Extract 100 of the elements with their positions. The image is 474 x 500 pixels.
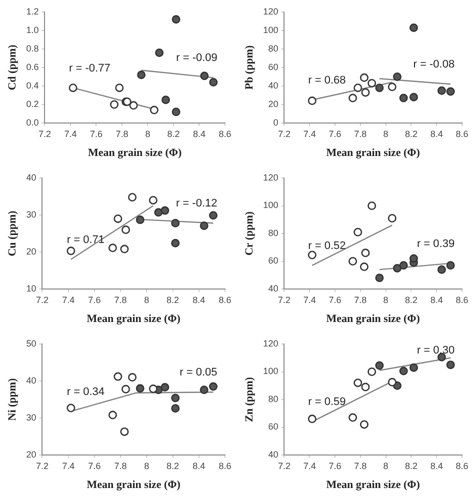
y-tick-label: 40	[268, 283, 278, 294]
y-tick-label: 20	[26, 449, 36, 460]
x-tick-label: 8.4	[192, 460, 206, 471]
x-tick-label: 8.6	[456, 294, 468, 305]
x-tick-label: 7.6	[328, 460, 342, 471]
x-tick-label: 7.4	[62, 460, 75, 471]
x-tick-label: 8	[145, 128, 150, 139]
annotation: r = 0.05	[180, 366, 218, 379]
x-tick-label: 8.4	[430, 128, 443, 139]
x-axis-title: Mean grain size (Φ)	[326, 479, 420, 492]
y-tick-label: 10	[26, 283, 36, 294]
y-axis-title: Cu (ppm)	[6, 210, 18, 256]
x-tick-label: 8.6	[218, 128, 232, 139]
y-tick-label: 0.2	[26, 98, 39, 109]
annotation: r = 0.39	[416, 238, 455, 250]
x-tick-label: 7.8	[354, 460, 367, 471]
x-tick-label: 7.6	[90, 128, 102, 139]
x-axis-title: Mean grain size (Φ)	[326, 313, 420, 326]
x-tick-label: 7.6	[328, 294, 342, 305]
y-tick-label: 60	[268, 62, 278, 72]
x-tick-label: 7.6	[88, 460, 101, 471]
x-tick-label: 8	[144, 294, 150, 305]
x-tick-label: 8.4	[430, 294, 443, 305]
y-axis-title: Zn (ppm)	[243, 376, 256, 422]
annotation: r = -0.08	[413, 58, 455, 71]
y-tick-label: 0.0	[26, 117, 39, 128]
x-tick-label: 8.6	[456, 128, 468, 139]
x-tick-label: 8.4	[430, 460, 443, 471]
x-tick-label: 7.2	[278, 128, 290, 139]
y-tick-label: 50	[26, 338, 36, 348]
y-axis-title: Cr (ppm)	[243, 211, 256, 256]
x-tick-label: 8.2	[404, 460, 418, 471]
x-tick-label: 8.6	[218, 460, 232, 471]
x-tick-label: 8	[383, 128, 388, 139]
x-tick-label: 8	[144, 460, 150, 471]
x-tick-label: 8.4	[192, 128, 206, 139]
x-tick-label: 8.2	[166, 460, 180, 471]
x-tick-label: 7.6	[88, 294, 101, 305]
x-tick-label: 7.8	[114, 460, 127, 471]
y-tick-label: 0.8	[26, 43, 39, 54]
y-tick-label: 40	[26, 375, 36, 386]
x-tick-label: 7.4	[303, 128, 316, 139]
x-tick-label: 8.2	[166, 294, 180, 305]
annotation: r = -0.12	[176, 198, 218, 210]
annotation: r = 0.59	[308, 396, 346, 408]
y-tick-label: 30	[26, 209, 36, 220]
y-axis-title: Cd (ppm)	[6, 44, 18, 90]
y-tick-label: 120	[263, 172, 278, 182]
y-tick-label: 100	[263, 200, 278, 210]
annotation: r = 0.68	[308, 74, 346, 86]
x-tick-label: 8.2	[167, 128, 180, 139]
y-axis-title: Pb (ppm)	[243, 45, 256, 90]
x-tick-label: 8.4	[192, 294, 206, 305]
x-tick-label: 7.6	[328, 128, 342, 139]
y-tick-label: 40	[268, 80, 278, 90]
y-tick-label: 20	[26, 246, 36, 256]
x-tick-label: 7.2	[278, 294, 290, 305]
x-tick-label: 7.4	[64, 128, 77, 139]
y-tick-label: 1.0	[26, 24, 39, 35]
x-axis-title: Mean grain size (Φ)	[86, 479, 181, 492]
x-axis-title: Mean grain size (Φ)	[88, 147, 182, 160]
annotation: r = 0.30	[416, 344, 455, 357]
annotation: r = -0.77	[69, 62, 110, 74]
x-tick-label: 7.8	[354, 294, 367, 305]
y-tick-label: 0.6	[26, 62, 39, 72]
x-tick-label: 7.2	[36, 460, 48, 471]
x-tick-label: 7.2	[36, 294, 48, 305]
x-tick-label: 8.2	[404, 128, 418, 139]
y-tick-label: 80	[268, 394, 278, 404]
y-tick-label: 0	[273, 117, 278, 128]
x-tick-label: 7.4	[303, 294, 316, 305]
annotation: r = 0.34	[66, 386, 105, 398]
y-tick-label: 100	[263, 366, 278, 376]
y-tick-label: 20	[268, 98, 278, 109]
y-tick-label: 1.2	[26, 6, 39, 16]
x-tick-label: 7.4	[303, 460, 316, 471]
x-tick-label: 8	[383, 460, 388, 471]
y-tick-label: 30	[26, 412, 36, 422]
y-tick-label: 40	[268, 449, 278, 460]
y-tick-label: 0.4	[26, 80, 39, 90]
y-tick-label: 80	[268, 228, 278, 238]
y-tick-label: 80	[268, 43, 278, 54]
y-axis-title: Ni (ppm)	[6, 378, 18, 421]
x-tick-label: 7.2	[278, 460, 290, 471]
x-tick-label: 8.6	[456, 460, 468, 471]
x-axis-title: Mean grain size (Φ)	[326, 147, 420, 160]
y-tick-label: 100	[263, 24, 278, 35]
x-tick-label: 7.8	[114, 294, 127, 305]
x-axis-title: Mean grain size (Φ)	[86, 313, 181, 326]
y-tick-label: 60	[268, 422, 278, 432]
annotation: r = 0.52	[308, 240, 346, 252]
x-tick-label: 7.4	[62, 294, 75, 305]
x-tick-label: 7.8	[354, 128, 367, 139]
y-tick-label: 120	[263, 6, 278, 16]
annotation: r = -0.09	[176, 52, 218, 64]
x-tick-label: 7.8	[116, 128, 128, 139]
y-tick-label: 60	[268, 256, 278, 266]
x-tick-label: 8.6	[218, 294, 232, 305]
x-tick-label: 7.2	[38, 128, 51, 139]
x-tick-label: 8	[383, 294, 388, 305]
